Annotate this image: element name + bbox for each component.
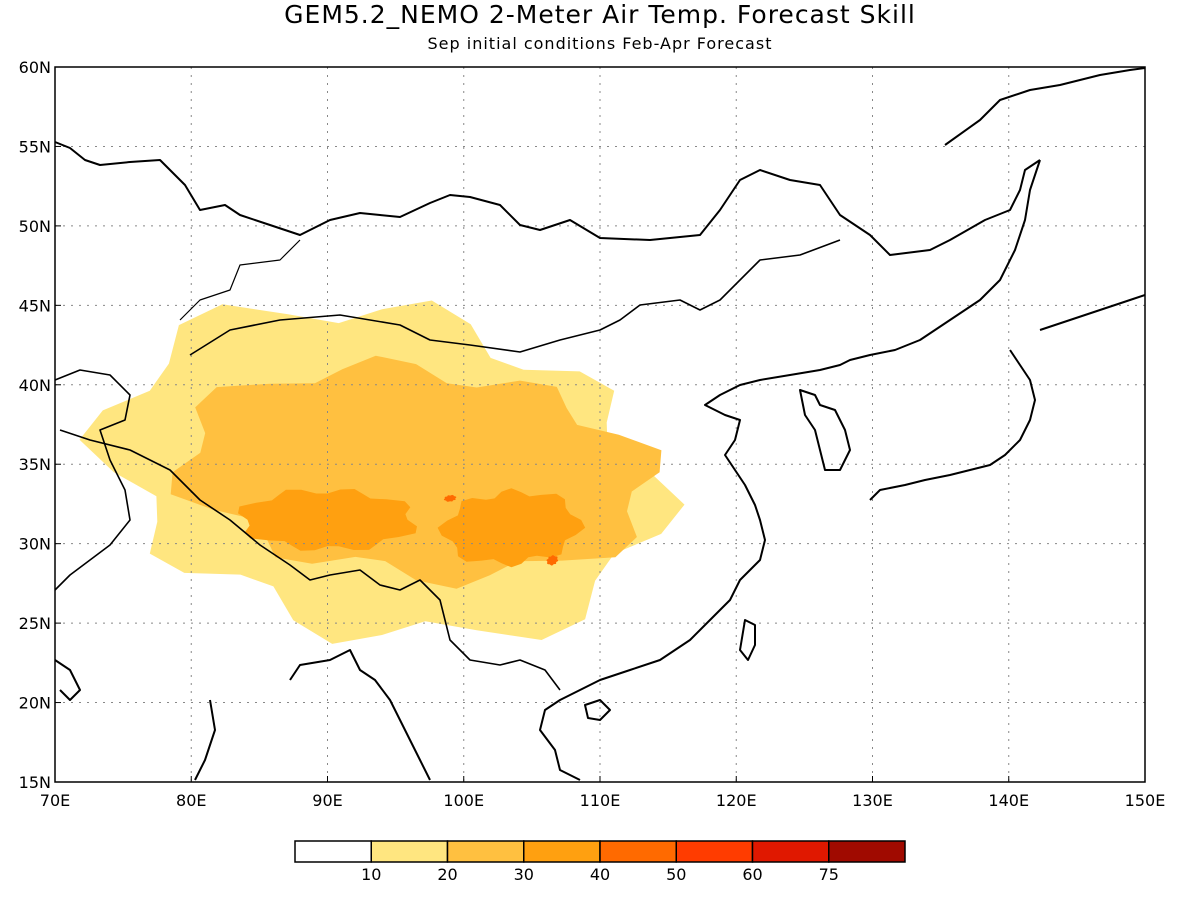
colorbar-swatch: [294, 840, 372, 863]
river-line-north: [179, 239, 301, 321]
x-tick-label: 100E: [443, 791, 484, 810]
skill-region-5: [546, 555, 559, 566]
y-tick-label: 45N: [19, 296, 51, 315]
coastline-japan: [869, 349, 1036, 501]
y-tick-label: 35N: [19, 455, 51, 474]
y-tick-label: 20N: [19, 694, 51, 713]
colorbar-swatch: [370, 840, 449, 863]
x-tick-label: 110E: [580, 791, 621, 810]
x-tick-label: 150E: [1125, 791, 1166, 810]
colorbar-label: 75: [819, 865, 839, 884]
chart-subtitle: Sep initial conditions Feb-Apr Forecast: [427, 34, 773, 53]
x-tick-label: 140E: [988, 791, 1029, 810]
skill-region-4: [443, 494, 457, 502]
country-border-central: [189, 239, 841, 356]
map-gridlines: [55, 67, 1145, 782]
colorbar-label: 40: [590, 865, 610, 884]
coastline-hainan: [584, 699, 611, 721]
colorbar: 10 20 30 40 50 60 75: [294, 840, 906, 884]
colorbar-label: 30: [514, 865, 534, 884]
coastline-kamchatka-sakhalin: [944, 67, 1146, 146]
y-tick-label: 55N: [19, 137, 51, 156]
country-border-west: [54, 369, 131, 591]
coastline-east-asia: [539, 159, 1041, 781]
y-tick-label: 50N: [19, 217, 51, 236]
coastline-mainland: [54, 141, 1041, 256]
colorbar-swatch: [828, 840, 906, 863]
y-tick-label: 15N: [19, 773, 51, 792]
x-tick-label: 120E: [716, 791, 757, 810]
colorbar-swatch: [751, 840, 830, 863]
skill-region-2: [238, 489, 417, 551]
skill-shading: [79, 300, 685, 644]
colorbar-label: 20: [437, 865, 457, 884]
coastline-hokkaido: [1039, 294, 1146, 331]
coastlines: [54, 67, 1146, 781]
colorbar-label: 60: [742, 865, 762, 884]
coastline-taiwan: [739, 619, 756, 661]
x-axis-ticks: 70E 80E 90E 100E 110E 120E 130E 140E 150E: [40, 776, 1166, 810]
y-tick-label: 25N: [19, 614, 51, 633]
coastline-korea: [799, 389, 851, 471]
y-tick-label: 30N: [19, 535, 51, 554]
x-tick-label: 130E: [852, 791, 893, 810]
colorbar-swatch: [446, 840, 525, 863]
colorbar-swatch: [599, 840, 677, 863]
y-tick-label: 40N: [19, 376, 51, 395]
y-axis-ticks: 15N 20N 25N 30N 35N 40N 45N 50N 55N 60N: [19, 58, 61, 792]
y-tick-label: 60N: [19, 58, 51, 77]
x-tick-label: 70E: [40, 791, 70, 810]
coastline-south-asia: [54, 649, 431, 781]
colorbar-swatch: [675, 840, 754, 863]
skill-region-3: [437, 488, 586, 568]
colorbar-swatch: [523, 840, 601, 863]
colorbar-label: 10: [361, 865, 381, 884]
colorbar-label: 50: [666, 865, 686, 884]
chart-title: GEM5.2_NEMO 2-Meter Air Temp. Forecast S…: [284, 0, 916, 29]
x-tick-label: 80E: [176, 791, 206, 810]
x-tick-label: 90E: [312, 791, 342, 810]
country-border-south: [59, 429, 561, 691]
